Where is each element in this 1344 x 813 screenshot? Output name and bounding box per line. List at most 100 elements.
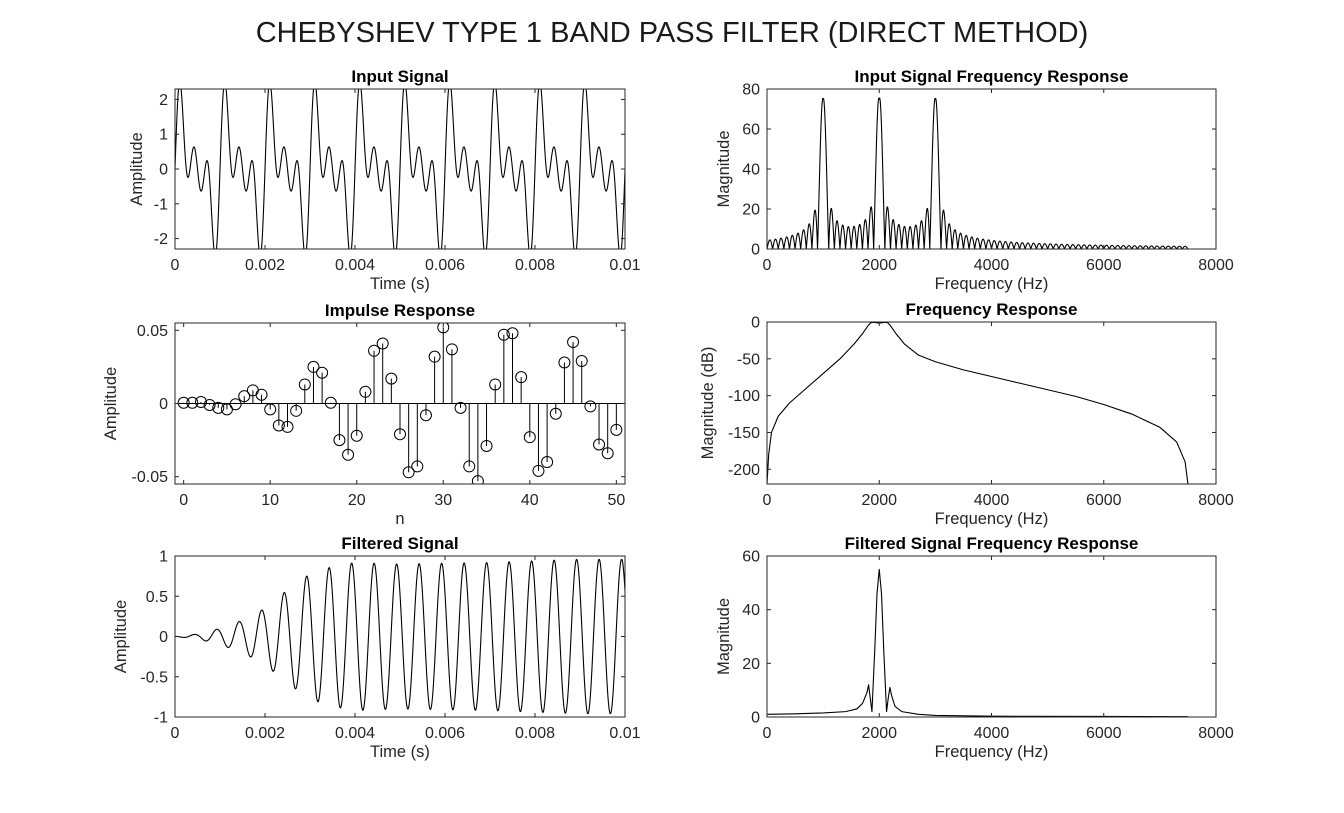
frequency-response-plot: 0 2000 4000 6000 8000 -200 -150 -100 -50 0 Frequen… — [699, 300, 1234, 528]
y-tick-label: 60 — [742, 122, 760, 139]
stem-marker — [212, 401, 225, 414]
y-tick-label: 20 — [742, 656, 760, 673]
y-tick-label: 0 — [159, 396, 168, 413]
x-tick-label: 4000 — [974, 492, 1010, 509]
stem-marker — [203, 398, 216, 411]
x-axis-label: Time (s) — [370, 743, 430, 761]
x-axis-label: Time (s) — [370, 275, 430, 293]
stem-marker — [532, 464, 545, 477]
input-signal-data — [175, 89, 625, 249]
y-tick-label: 80 — [742, 82, 760, 99]
x-tick-label: 6000 — [1086, 725, 1122, 742]
axes-box — [766, 88, 1217, 250]
filtered-signal-plot: 0 0.002 0.004 0.006 0.008 0.01 -1 -0.5 0 0.5 1 Filt… — [112, 534, 641, 761]
y-tick-label: 1 — [159, 549, 168, 566]
y-axis-label: Amplitude — [102, 367, 120, 440]
stem-marker — [463, 460, 476, 473]
x-tick-label: 6000 — [1086, 257, 1122, 274]
y-tick-label: 0 — [751, 242, 760, 259]
stem-marker — [411, 460, 424, 473]
y-tick-label: 0 — [751, 710, 760, 727]
y-tick-label: -100 — [728, 388, 760, 405]
stem-marker — [601, 447, 614, 460]
stem-marker — [523, 431, 536, 444]
series-line — [767, 97, 1189, 249]
input-spectrum-data — [767, 97, 1189, 249]
stem-marker — [402, 466, 415, 479]
stem-marker — [497, 328, 510, 341]
stem-marker — [515, 371, 528, 384]
figure-title: CHEBYSHEV TYPE 1 BAND PASS FILTER (DIREC… — [256, 17, 1089, 49]
stem-marker — [272, 419, 285, 432]
stem-marker — [186, 396, 199, 409]
stem-marker — [575, 355, 588, 368]
stem-marker — [558, 356, 571, 369]
y-tick-label: 20 — [742, 202, 760, 219]
stem-marker — [385, 372, 398, 385]
y-tick-label: -1 — [154, 196, 168, 213]
x-tick-label: 4000 — [974, 257, 1010, 274]
stem-marker — [549, 407, 562, 420]
input-spectrum-plot: 0 2000 4000 6000 8000 0 20 40 60 80 Input Signal F… — [715, 67, 1234, 293]
y-axis-label: Amplitude — [128, 132, 146, 205]
y-tick-label: 2 — [159, 92, 168, 109]
plot-title: Frequency Response — [906, 300, 1078, 319]
x-tick-label: 6000 — [1086, 492, 1122, 509]
x-tick-label: 0.01 — [609, 725, 640, 742]
impulse-response-data — [175, 323, 625, 484]
stem-marker — [238, 390, 251, 403]
y-tick-label: 60 — [742, 549, 760, 566]
stem-marker — [480, 439, 493, 452]
x-tick-label: 0.006 — [425, 725, 465, 742]
x-tick-label: 0.002 — [245, 257, 285, 274]
y-axis-label: Magnitude — [715, 598, 733, 675]
x-axis-label: Frequency (Hz) — [935, 743, 1049, 761]
stem-marker — [194, 396, 207, 409]
y-tick-label: 40 — [742, 602, 760, 619]
frequency-response-data — [767, 322, 1189, 484]
stem-marker — [445, 343, 458, 356]
x-tick-label: 8000 — [1198, 492, 1234, 509]
stem-marker — [584, 400, 597, 413]
stem-marker — [428, 350, 441, 363]
stem-marker — [264, 403, 277, 416]
input-signal-plot: 0 0.002 0.004 0.006 0.008 0.01 -2 -1 0 1 2 Input Si… — [128, 67, 641, 293]
stem-marker — [350, 429, 363, 442]
stem-marker — [281, 420, 294, 433]
x-tick-label: 0.004 — [335, 257, 375, 274]
stem-marker — [298, 378, 311, 391]
stem-marker — [541, 456, 554, 469]
stem-marker — [394, 428, 406, 441]
stem-marker — [342, 448, 355, 461]
stem-marker — [177, 396, 190, 409]
x-tick-label: 0.01 — [609, 257, 640, 274]
y-tick-label: -200 — [728, 462, 760, 479]
x-tick-label: 0.008 — [515, 257, 555, 274]
impulse-response-plot: 0 10 20 30 40 50 -0.05 0 0.05 Impulse Response n Am… — [102, 301, 626, 528]
y-tick-label: 0 — [751, 315, 760, 332]
x-axis-label: n — [395, 510, 404, 528]
stem-marker — [471, 475, 484, 484]
axes-box — [766, 555, 1217, 718]
x-tick-label: 0.004 — [335, 725, 375, 742]
y-tick-label: 0.05 — [137, 323, 168, 340]
x-tick-label: 2000 — [861, 492, 897, 509]
x-tick-label: 0 — [763, 257, 772, 274]
y-axis-label: Magnitude — [715, 130, 733, 207]
axes-box — [766, 321, 1217, 485]
x-tick-label: 8000 — [1198, 257, 1234, 274]
stem-marker — [359, 385, 372, 398]
stem-marker — [506, 327, 519, 340]
stem-marker — [220, 403, 233, 416]
y-tick-label: -50 — [737, 351, 760, 368]
stem-marker — [229, 398, 242, 411]
plot-title: Impulse Response — [325, 301, 475, 320]
x-tick-label: 30 — [434, 492, 452, 509]
plot-title: Filtered Signal Frequency Response — [845, 534, 1139, 553]
x-tick-label: 0 — [171, 257, 180, 274]
x-tick-label: 0 — [171, 725, 180, 742]
x-axis-label: Frequency (Hz) — [935, 275, 1049, 293]
stem-marker — [290, 404, 303, 417]
stem-marker — [419, 409, 432, 422]
